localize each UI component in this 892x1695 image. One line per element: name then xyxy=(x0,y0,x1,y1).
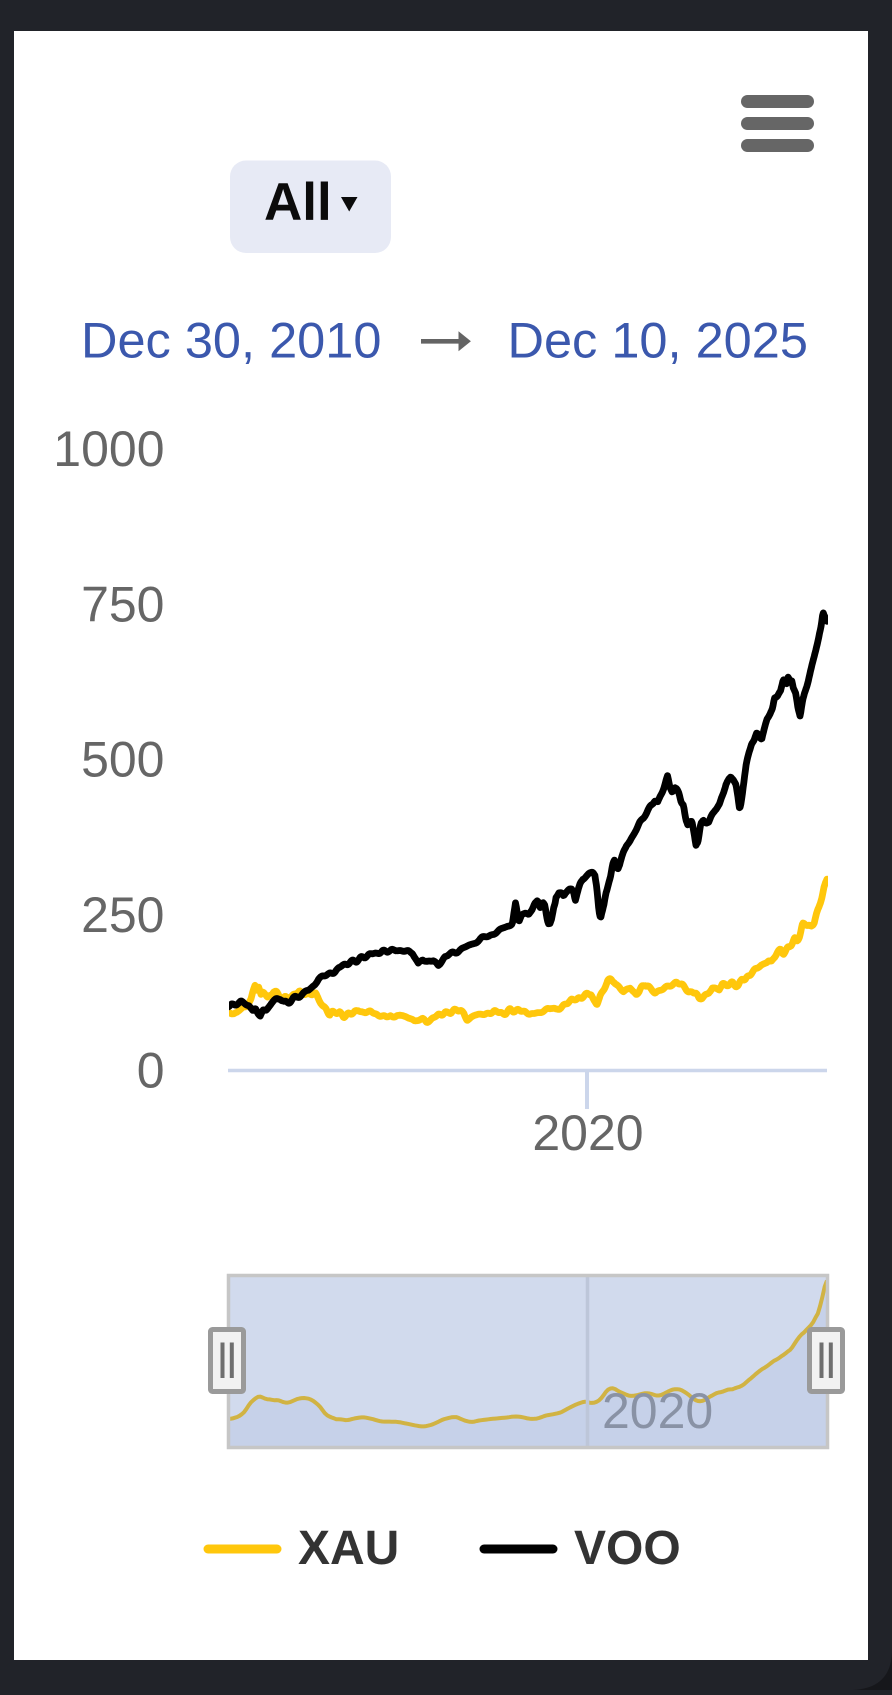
svg-text:0: 0 xyxy=(137,1043,165,1099)
svg-text:Dec 30, 2010: Dec 30, 2010 xyxy=(81,312,381,369)
svg-text:2020: 2020 xyxy=(532,1105,643,1161)
svg-text:XAU: XAU xyxy=(298,1522,399,1575)
svg-text:500: 500 xyxy=(81,732,164,788)
svg-text:VOO: VOO xyxy=(574,1522,681,1575)
svg-text:All: All xyxy=(264,173,332,232)
svg-text:1000: 1000 xyxy=(53,421,164,477)
svg-text:Dec 10, 2025: Dec 10, 2025 xyxy=(508,312,808,369)
svg-text:750: 750 xyxy=(81,576,164,632)
svg-text:250: 250 xyxy=(81,887,164,943)
svg-text:2020: 2020 xyxy=(602,1383,713,1439)
